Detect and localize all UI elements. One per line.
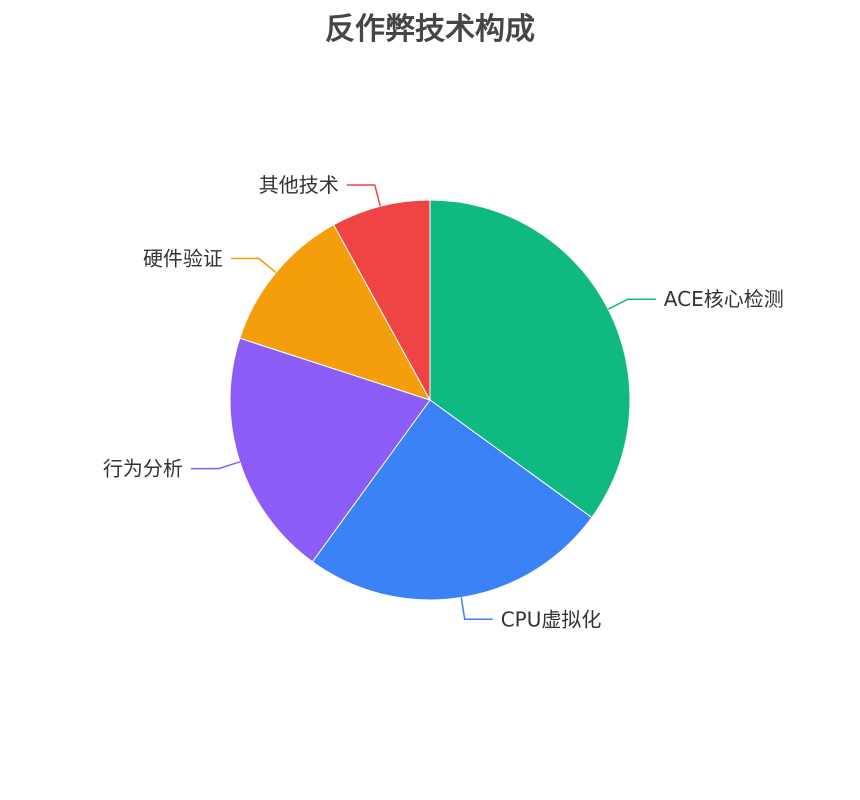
label-line — [607, 298, 656, 310]
pie-slice[interactable] — [429, 199, 631, 519]
pie-slice[interactable] — [239, 224, 432, 401]
pie-slice[interactable] — [311, 399, 593, 601]
pie-slice[interactable] — [332, 199, 431, 401]
label-line — [190, 461, 241, 470]
pie-slice[interactable] — [229, 337, 431, 563]
slice-label: ACE核心检测 — [664, 287, 784, 311]
slice-label: 硬件验证 — [143, 246, 223, 270]
slice-label: 其他技术 — [259, 173, 339, 197]
slice-label: 行为分析 — [103, 457, 183, 481]
label-line — [460, 597, 493, 621]
label-line — [346, 184, 381, 207]
label-line — [230, 257, 277, 274]
chart-title: 反作弊技术构成 — [325, 12, 535, 47]
slice-label: CPU虚拟化 — [501, 607, 602, 631]
